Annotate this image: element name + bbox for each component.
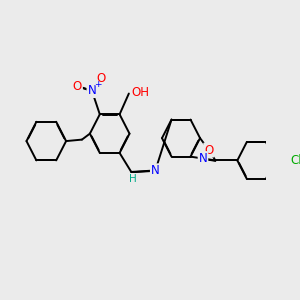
Text: N: N	[151, 164, 160, 177]
Text: Cl: Cl	[290, 154, 300, 167]
Text: N: N	[199, 152, 207, 165]
Text: O: O	[97, 72, 106, 85]
Text: +: +	[94, 80, 101, 88]
Text: N: N	[88, 84, 96, 97]
Text: OH: OH	[131, 85, 149, 99]
Text: H: H	[129, 174, 137, 184]
Text: O: O	[204, 143, 214, 157]
Text: O: O	[73, 80, 82, 93]
